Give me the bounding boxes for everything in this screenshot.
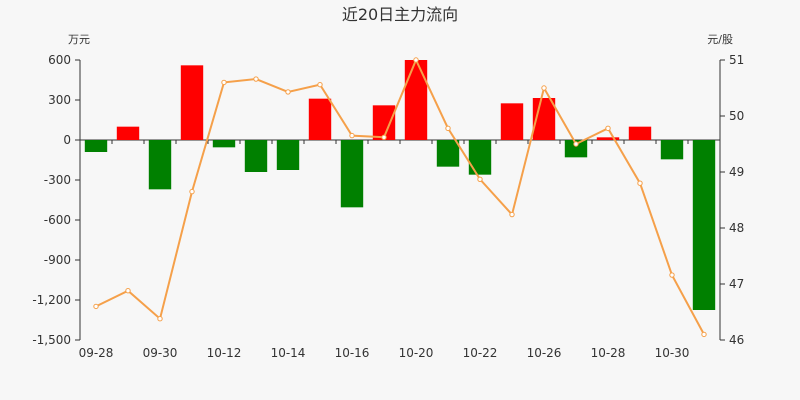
flow-bar [404,60,428,140]
x-tick-label: 10-12 [207,346,242,360]
left-tick-label: -1,500 [32,333,71,347]
x-tick-label: 10-22 [463,346,498,360]
flow-bar [372,105,396,140]
left-tick-label: -300 [44,173,71,187]
flow-bar [212,140,236,148]
flow-bar [308,98,332,140]
flow-bar [628,126,652,140]
price-line-series [93,57,707,338]
price-point [349,132,355,139]
x-tick-label: 10-30 [655,346,690,360]
right-tick-label: 46 [729,333,744,347]
price-point [477,176,483,182]
price-point [125,288,131,294]
flow-bar [84,140,108,152]
price-line [95,57,705,335]
price-point [509,211,515,218]
flow-bar [660,140,684,160]
x-tick-label: 10-14 [271,346,306,360]
x-tick-label: 10-28 [591,346,626,360]
right-tick-label: 48 [729,221,744,235]
flow-bar [244,140,268,172]
price-point [637,180,643,186]
price-point [253,76,259,82]
flow-bar [340,140,364,208]
flow-bar [116,126,140,140]
flow-bar [596,137,620,140]
x-tick-label: 09-28 [79,346,114,360]
right-tick-label: 50 [729,109,744,123]
flow-bar [180,65,204,140]
price-point [701,331,707,338]
flow-bar [276,140,300,170]
left-axis-unit: 万元 [68,33,90,46]
price-point [285,89,291,95]
price-point [573,141,579,147]
price-point [669,272,675,278]
x-tick-label: 10-26 [527,346,562,360]
price-point [445,125,451,132]
flow-bar [564,140,588,158]
left-tick-label: 600 [48,53,71,67]
price-point [157,316,163,322]
chart-title: 近20日主力流向 [342,5,458,24]
x-tick-label: 09-30 [143,346,178,360]
price-point [189,188,195,195]
left-tick-label: -1,200 [32,293,71,307]
price-point [605,125,611,132]
price-point [413,57,419,63]
right-tick-label: 51 [729,53,744,67]
price-point [93,303,99,310]
tick-labels: 600 300 0 -300 -600 -900 -1,200 -1,500 51 50 49 48 4… [32,53,744,360]
bar-series [84,60,716,310]
flow-bar [436,140,460,167]
axes [75,59,725,341]
right-tick-label: 49 [729,165,744,179]
flow-bar [148,140,172,190]
flow-bar [692,140,716,310]
price-point [381,134,387,140]
left-tick-label: 0 [63,133,71,147]
flow-bar [468,140,492,175]
x-tick-label: 10-20 [399,346,434,360]
right-axis-unit: 元/股 [707,33,733,46]
price-point [221,79,227,86]
right-tick-label: 47 [729,277,744,291]
price-point [317,81,323,88]
flow-bar [500,103,524,140]
left-tick-label: -600 [44,213,71,227]
left-tick-label: 300 [48,93,71,107]
x-tick-label: 10-16 [335,346,370,360]
price-point [541,85,547,91]
left-tick-label: -900 [44,253,71,267]
